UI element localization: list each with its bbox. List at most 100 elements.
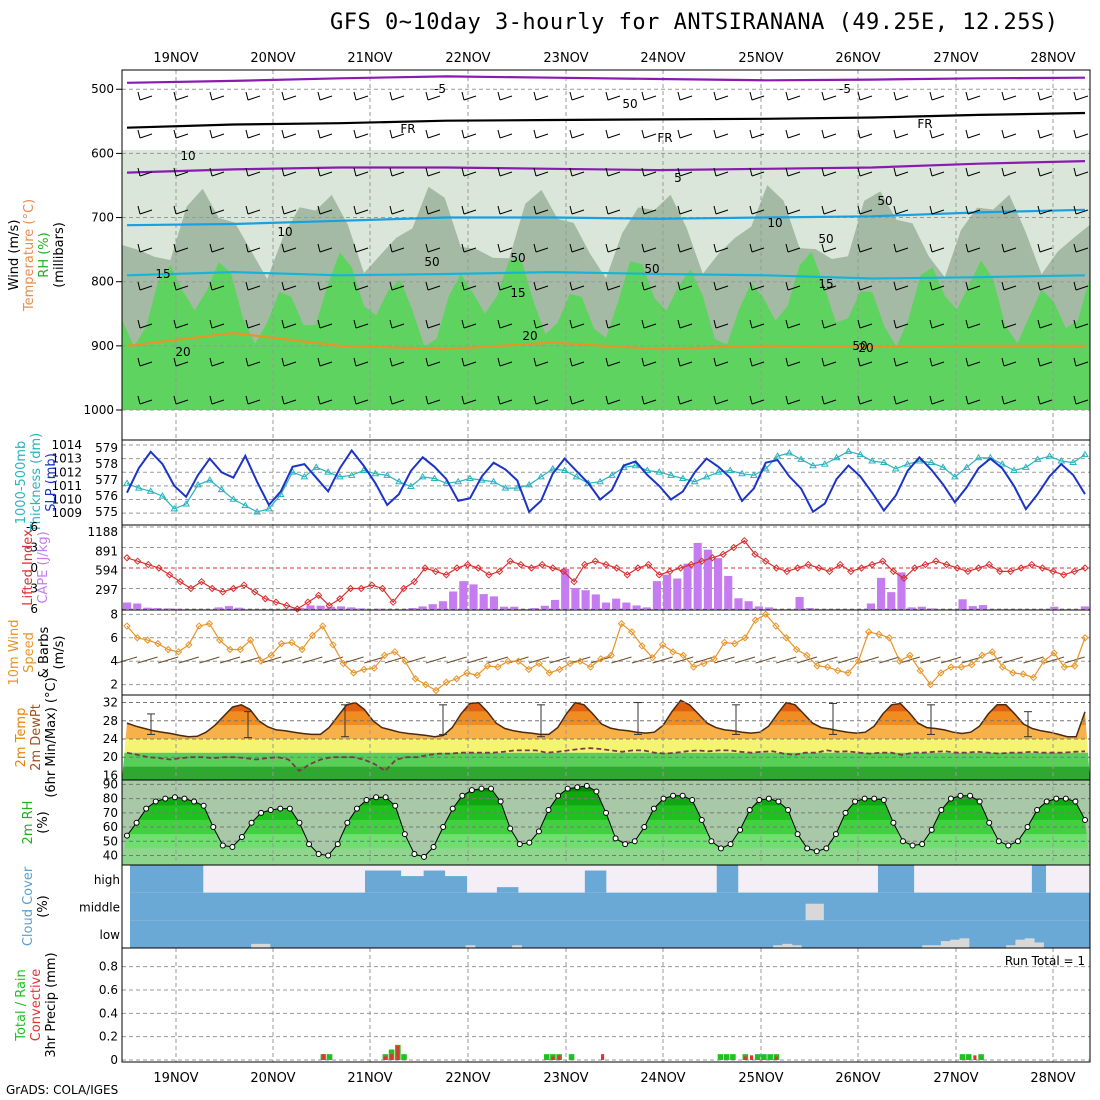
rh-contour-label: 50 [622,97,637,111]
cape-bar [550,599,560,609]
wind-marker [339,659,348,668]
wind-barb [391,285,405,291]
thickness-marker [454,477,463,485]
wind-barb [139,399,153,405]
rh-marker [296,819,303,826]
cloud-bar [701,865,710,893]
li-marker [1081,564,1089,572]
wind-barb [859,133,873,139]
precip-conv-bar [973,1055,977,1060]
thickness-marker [229,495,238,502]
rh-marker [459,792,466,799]
date-label-bottom: 27NOV [933,1071,978,1086]
wind-barb [751,209,765,215]
li-marker [921,560,930,569]
cloud-bar [782,865,791,893]
wind-barb [283,247,297,253]
wind-barb [893,395,897,405]
panel-ylabel: Temperature (°C) [22,199,37,312]
cloud-bar [512,945,522,948]
cape-bar [438,601,448,609]
date-label-top: 23NOV [543,51,588,66]
slp-tick-label: 1011 [51,479,82,493]
cloud-bar [327,865,336,893]
wind-barb [713,129,717,139]
wind-barb [389,319,393,329]
wind-barb [533,395,537,405]
wind-barb [463,399,477,405]
wind-barb [1001,281,1005,291]
cloud-panel: high middle low [79,864,1091,949]
rh-marker [420,853,427,860]
wind-barb [497,243,501,253]
wind-barb [425,319,429,329]
wind-barb [965,91,969,101]
wind-barb [569,395,573,405]
wind-barb [823,171,837,177]
cape-bar [632,605,641,609]
li-marker [634,564,642,572]
cape-bar [693,542,702,609]
wind-barb [461,319,465,329]
wind-barb [319,95,333,101]
thickness-marker [430,474,439,482]
wind-barb [497,205,501,215]
wind-marker [411,675,420,683]
wind-barb [751,361,765,367]
li-marker [793,564,802,572]
wind-barb [895,171,909,177]
isotherm-label: FR [400,122,415,136]
precip-total-bar [978,1054,984,1060]
wind-barb [751,247,765,253]
panel-ylabel: Thickness (dm) [29,433,44,533]
wind-barb [859,95,873,101]
wind-barb [931,209,945,215]
cloud-bar [1002,865,1010,893]
wind-barb [391,95,405,101]
thickness-marker [998,460,1007,467]
cloud-bar [203,865,212,893]
cloud-bar [773,945,783,948]
thickness-marker [123,479,131,486]
wind-barb [209,281,213,291]
thickness-marker [891,464,900,472]
cloud-bar [298,865,307,893]
wind-marker [535,659,543,668]
rh-marker [507,825,514,832]
cloud-bar [1015,939,1026,948]
rh-marker [1072,798,1079,805]
li-marker [325,601,333,610]
wind-barb [317,91,321,101]
wind-barb [859,247,873,253]
wind-barb [1001,243,1005,253]
wind-marker [710,655,718,663]
cape-bar [224,606,234,609]
wind-barb [776,656,797,664]
date-label-top: 27NOV [933,51,978,66]
wind-barb [967,209,981,215]
wind-barb [787,399,801,405]
wind-barb [821,281,825,291]
wind-barb [427,323,441,329]
wind-barb [247,323,261,329]
cloud-bar [782,943,793,948]
li-marker [761,557,770,565]
wind-marker [772,622,780,630]
wind-barb [137,357,141,367]
wind-barb [178,656,199,664]
wind-marker [226,645,234,654]
chart-title: GFS 0~10day 3-hourly for ANTSIRANANA (49… [330,10,1059,35]
wind-barb [611,656,632,664]
cloud-bar [1046,865,1054,893]
cloud-bar [467,865,475,893]
precip-total-bar [401,1054,407,1060]
rh-tick-label: 90 [103,777,118,791]
wind-barb [211,361,225,367]
thickness-marker [643,466,652,474]
isotherm-label: -5 [839,82,851,96]
thickness-marker [927,458,936,466]
thickness-marker [1081,450,1089,458]
wind-barb [569,357,573,367]
rh-marker [353,805,360,812]
cape-tick-label: 297 [95,583,118,597]
